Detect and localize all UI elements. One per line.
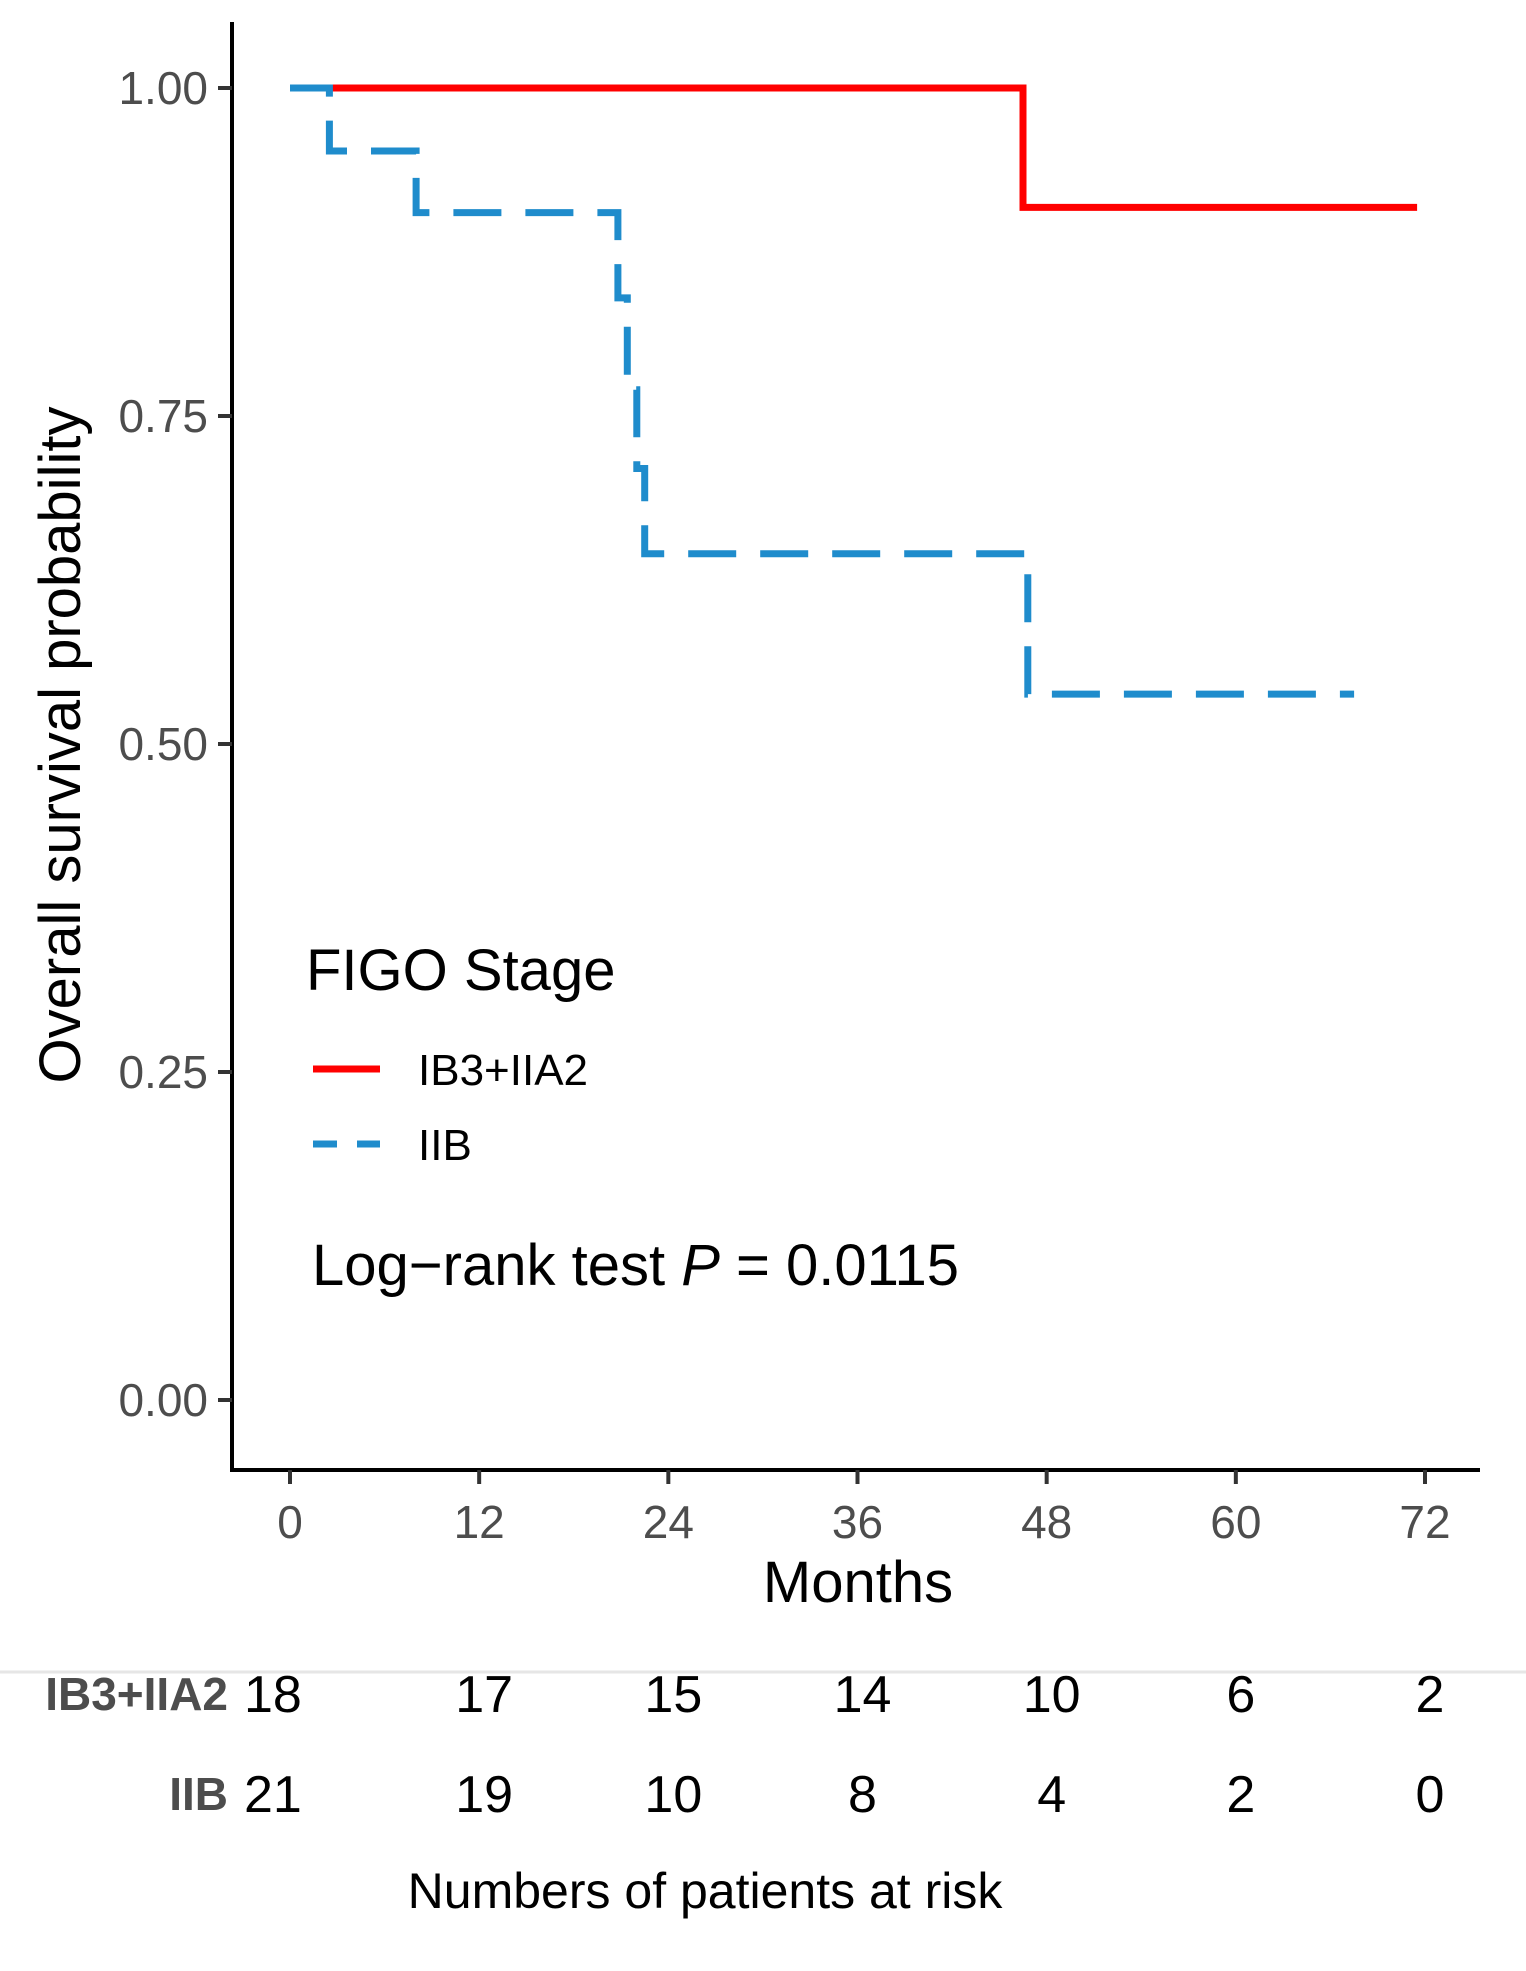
x-tick-label: 12 xyxy=(454,1496,505,1548)
annotation-prefix: Log−rank test xyxy=(312,1233,681,1298)
risk-cell: 2 xyxy=(1416,1666,1445,1724)
risk-row-label: IIB xyxy=(169,1768,228,1820)
risk-cell: 19 xyxy=(455,1766,513,1824)
x-tick-label: 36 xyxy=(832,1496,883,1548)
risk-cell: 10 xyxy=(644,1766,702,1824)
x-tick-label: 60 xyxy=(1210,1496,1261,1548)
legend: FIGO Stage IB3+IIA2 IIB xyxy=(306,938,615,1170)
risk-cell: 0 xyxy=(1416,1766,1445,1824)
risk-cell: 4 xyxy=(1037,1766,1066,1824)
y-tick-label: 0.50 xyxy=(118,718,208,770)
risk-cell: 8 xyxy=(848,1766,877,1824)
series-layer xyxy=(290,84,1418,698)
risk-cell: 14 xyxy=(834,1666,892,1724)
annotation-suffix: = 0.0115 xyxy=(720,1233,959,1298)
x-axis-title: Months xyxy=(763,1550,953,1615)
annotation-p-symbol: P xyxy=(681,1233,720,1298)
risk-table-title: Numbers of patients at risk xyxy=(408,1863,1004,1919)
risk-cell: 2 xyxy=(1226,1766,1255,1824)
survival-curve-iib xyxy=(290,84,1355,698)
risk-cell: 6 xyxy=(1226,1666,1255,1724)
risk-cell: 10 xyxy=(1023,1666,1081,1724)
risk-cell: 18 xyxy=(244,1666,302,1724)
risk-cell: 21 xyxy=(244,1766,302,1824)
legend-label-ib3-iia2: IB3+IIA2 xyxy=(418,1046,588,1095)
x-tick-label: 24 xyxy=(643,1496,694,1548)
y-axis-title: Overall survival probability xyxy=(28,407,93,1084)
risk-table: IB3+IIA2 18 17 15 14 10 6 2 IIB 21 19 10 8 4 2 0 xyxy=(45,1666,1444,1824)
y-axis: 0.00 0.25 0.50 0.75 1.00 xyxy=(118,22,234,1470)
x-axis: 0 12 24 36 48 60 72 xyxy=(230,1468,1480,1548)
y-tick-label: 0.75 xyxy=(118,390,208,442)
y-tick-label: 0.25 xyxy=(118,1046,208,1098)
y-tick-label: 1.00 xyxy=(118,62,208,114)
risk-cell: 17 xyxy=(455,1666,513,1724)
y-tick-label: 0.00 xyxy=(118,1374,208,1426)
risk-cell: 15 xyxy=(644,1666,702,1724)
x-tick-label: 0 xyxy=(277,1496,303,1548)
legend-title: FIGO Stage xyxy=(306,938,615,1003)
legend-label-iib: IIB xyxy=(418,1121,472,1170)
x-tick-label: 72 xyxy=(1399,1496,1450,1548)
log-rank-annotation: Log−rank test P = 0.0115 xyxy=(312,1233,959,1298)
x-tick-label: 48 xyxy=(1021,1496,1072,1548)
risk-row-label: IB3+IIA2 xyxy=(45,1668,228,1720)
survival-curve-ib3-iia2 xyxy=(290,84,1418,211)
